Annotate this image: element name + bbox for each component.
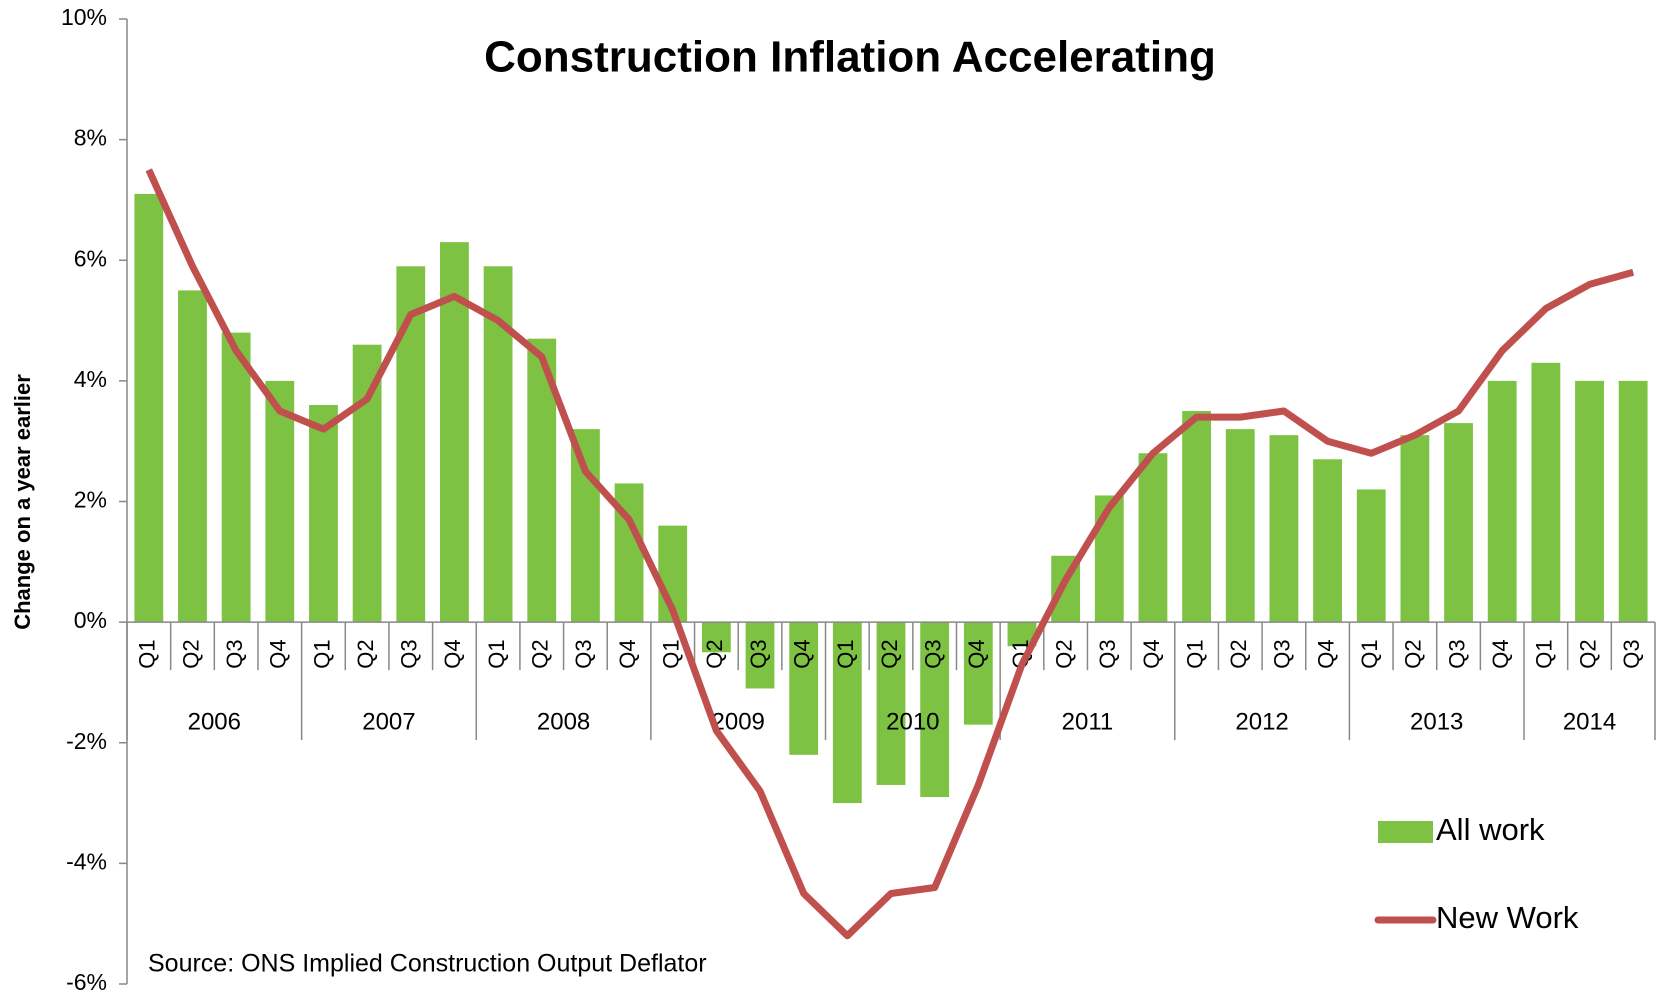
bar	[1400, 435, 1430, 623]
x-tick-label: Q1	[1357, 639, 1382, 668]
bar	[920, 622, 950, 798]
year-label: 2014	[1563, 708, 1616, 735]
x-tick-label: Q2	[877, 639, 902, 668]
bar	[1356, 489, 1386, 623]
y-tick-label: -6%	[66, 969, 107, 995]
bar	[1225, 429, 1255, 623]
y-tick-label: -2%	[66, 728, 107, 754]
year-label: 2010	[886, 708, 939, 735]
x-tick-label: Q1	[309, 639, 334, 668]
bar	[134, 193, 164, 623]
bar	[832, 622, 862, 804]
y-tick-label: 8%	[74, 125, 107, 151]
year-label: 2012	[1235, 708, 1288, 735]
bar	[221, 332, 251, 623]
x-tick-label: Q3	[1095, 639, 1120, 668]
x-tick-label: Q3	[1619, 639, 1644, 668]
x-tick-label: Q2	[1051, 639, 1076, 668]
bar	[1531, 362, 1561, 623]
x-tick-label: Q4	[1488, 639, 1513, 668]
x-tick-label: Q2	[528, 639, 553, 668]
bar	[265, 380, 295, 623]
legend-label: All work	[1436, 812, 1545, 847]
bar	[745, 622, 775, 689]
year-label: 2007	[362, 708, 415, 735]
legend-swatch	[1378, 821, 1433, 843]
x-tick-label: Q1	[1532, 639, 1557, 668]
x-tick-label: Q1	[135, 639, 160, 668]
bar	[701, 622, 731, 653]
source-note: Source: ONS Implied Construction Output …	[148, 950, 707, 978]
x-tick-label: Q4	[964, 639, 989, 668]
x-tick-label: Q3	[1270, 639, 1295, 668]
x-tick-label: Q2	[353, 639, 378, 668]
year-label: 2008	[537, 708, 590, 735]
bar	[1444, 423, 1473, 623]
y-tick-label: -4%	[66, 848, 107, 874]
x-tick-label: Q3	[397, 639, 422, 668]
bar	[352, 344, 382, 623]
x-tick-label: Q4	[1139, 639, 1164, 668]
legend-label: New Work	[1436, 900, 1579, 935]
x-tick-label: Q4	[789, 639, 814, 668]
x-tick-label: Q3	[920, 639, 945, 668]
x-tick-label: Q4	[440, 639, 465, 668]
x-tick-label: Q3	[571, 639, 596, 668]
bar	[1269, 435, 1299, 623]
bar	[1618, 380, 1648, 623]
y-tick-label: 4%	[74, 366, 107, 392]
bar	[876, 622, 906, 785]
x-tick-label: Q3	[222, 639, 247, 668]
y-axis-label: Change on a year earlier	[10, 374, 35, 630]
chart-title: Construction Inflation Accelerating	[484, 33, 1216, 82]
x-tick-label: Q2	[1401, 639, 1426, 668]
x-tick-label: Q2	[1575, 639, 1600, 668]
bar	[1575, 380, 1604, 623]
x-tick-label: Q2	[178, 639, 203, 668]
bar	[309, 405, 338, 623]
bar	[963, 622, 993, 725]
y-tick-label: 6%	[74, 245, 107, 271]
x-tick-label: Q4	[1313, 639, 1338, 668]
y-tick-label: 2%	[74, 487, 107, 513]
x-tick-label: Q4	[615, 639, 640, 668]
y-tick-label: 10%	[61, 4, 107, 30]
bar	[789, 622, 819, 755]
bar	[1138, 453, 1168, 623]
bar	[570, 429, 600, 623]
bar	[1182, 411, 1212, 623]
x-tick-label: Q3	[746, 639, 771, 668]
bar	[1487, 380, 1517, 623]
line	[145, 168, 1635, 940]
x-tick-label: Q1	[833, 639, 858, 668]
x-tick-label: Q3	[1444, 639, 1469, 668]
x-tick-label: Q4	[266, 639, 291, 668]
year-label: 2011	[1062, 708, 1114, 735]
x-tick-label: Q2	[1226, 639, 1251, 668]
year-label: 2006	[188, 708, 241, 735]
x-tick-label: Q1	[484, 639, 509, 668]
x-tick-label: Q1	[659, 639, 684, 668]
bar	[1313, 459, 1342, 623]
year-label: 2013	[1410, 708, 1463, 735]
bar	[178, 290, 207, 623]
bar	[1094, 495, 1124, 623]
x-tick-label: Q2	[702, 639, 727, 668]
x-tick-label: Q1	[1182, 639, 1207, 668]
y-tick-label: 0%	[74, 607, 107, 633]
